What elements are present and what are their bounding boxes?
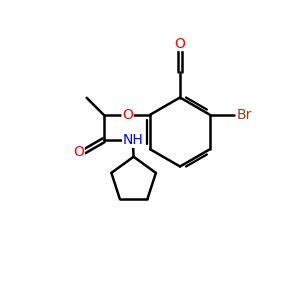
Text: O: O (175, 37, 185, 50)
Text: Br: Br (237, 108, 252, 122)
Text: O: O (122, 108, 133, 122)
Text: NH: NH (123, 133, 143, 147)
Text: O: O (73, 145, 84, 158)
